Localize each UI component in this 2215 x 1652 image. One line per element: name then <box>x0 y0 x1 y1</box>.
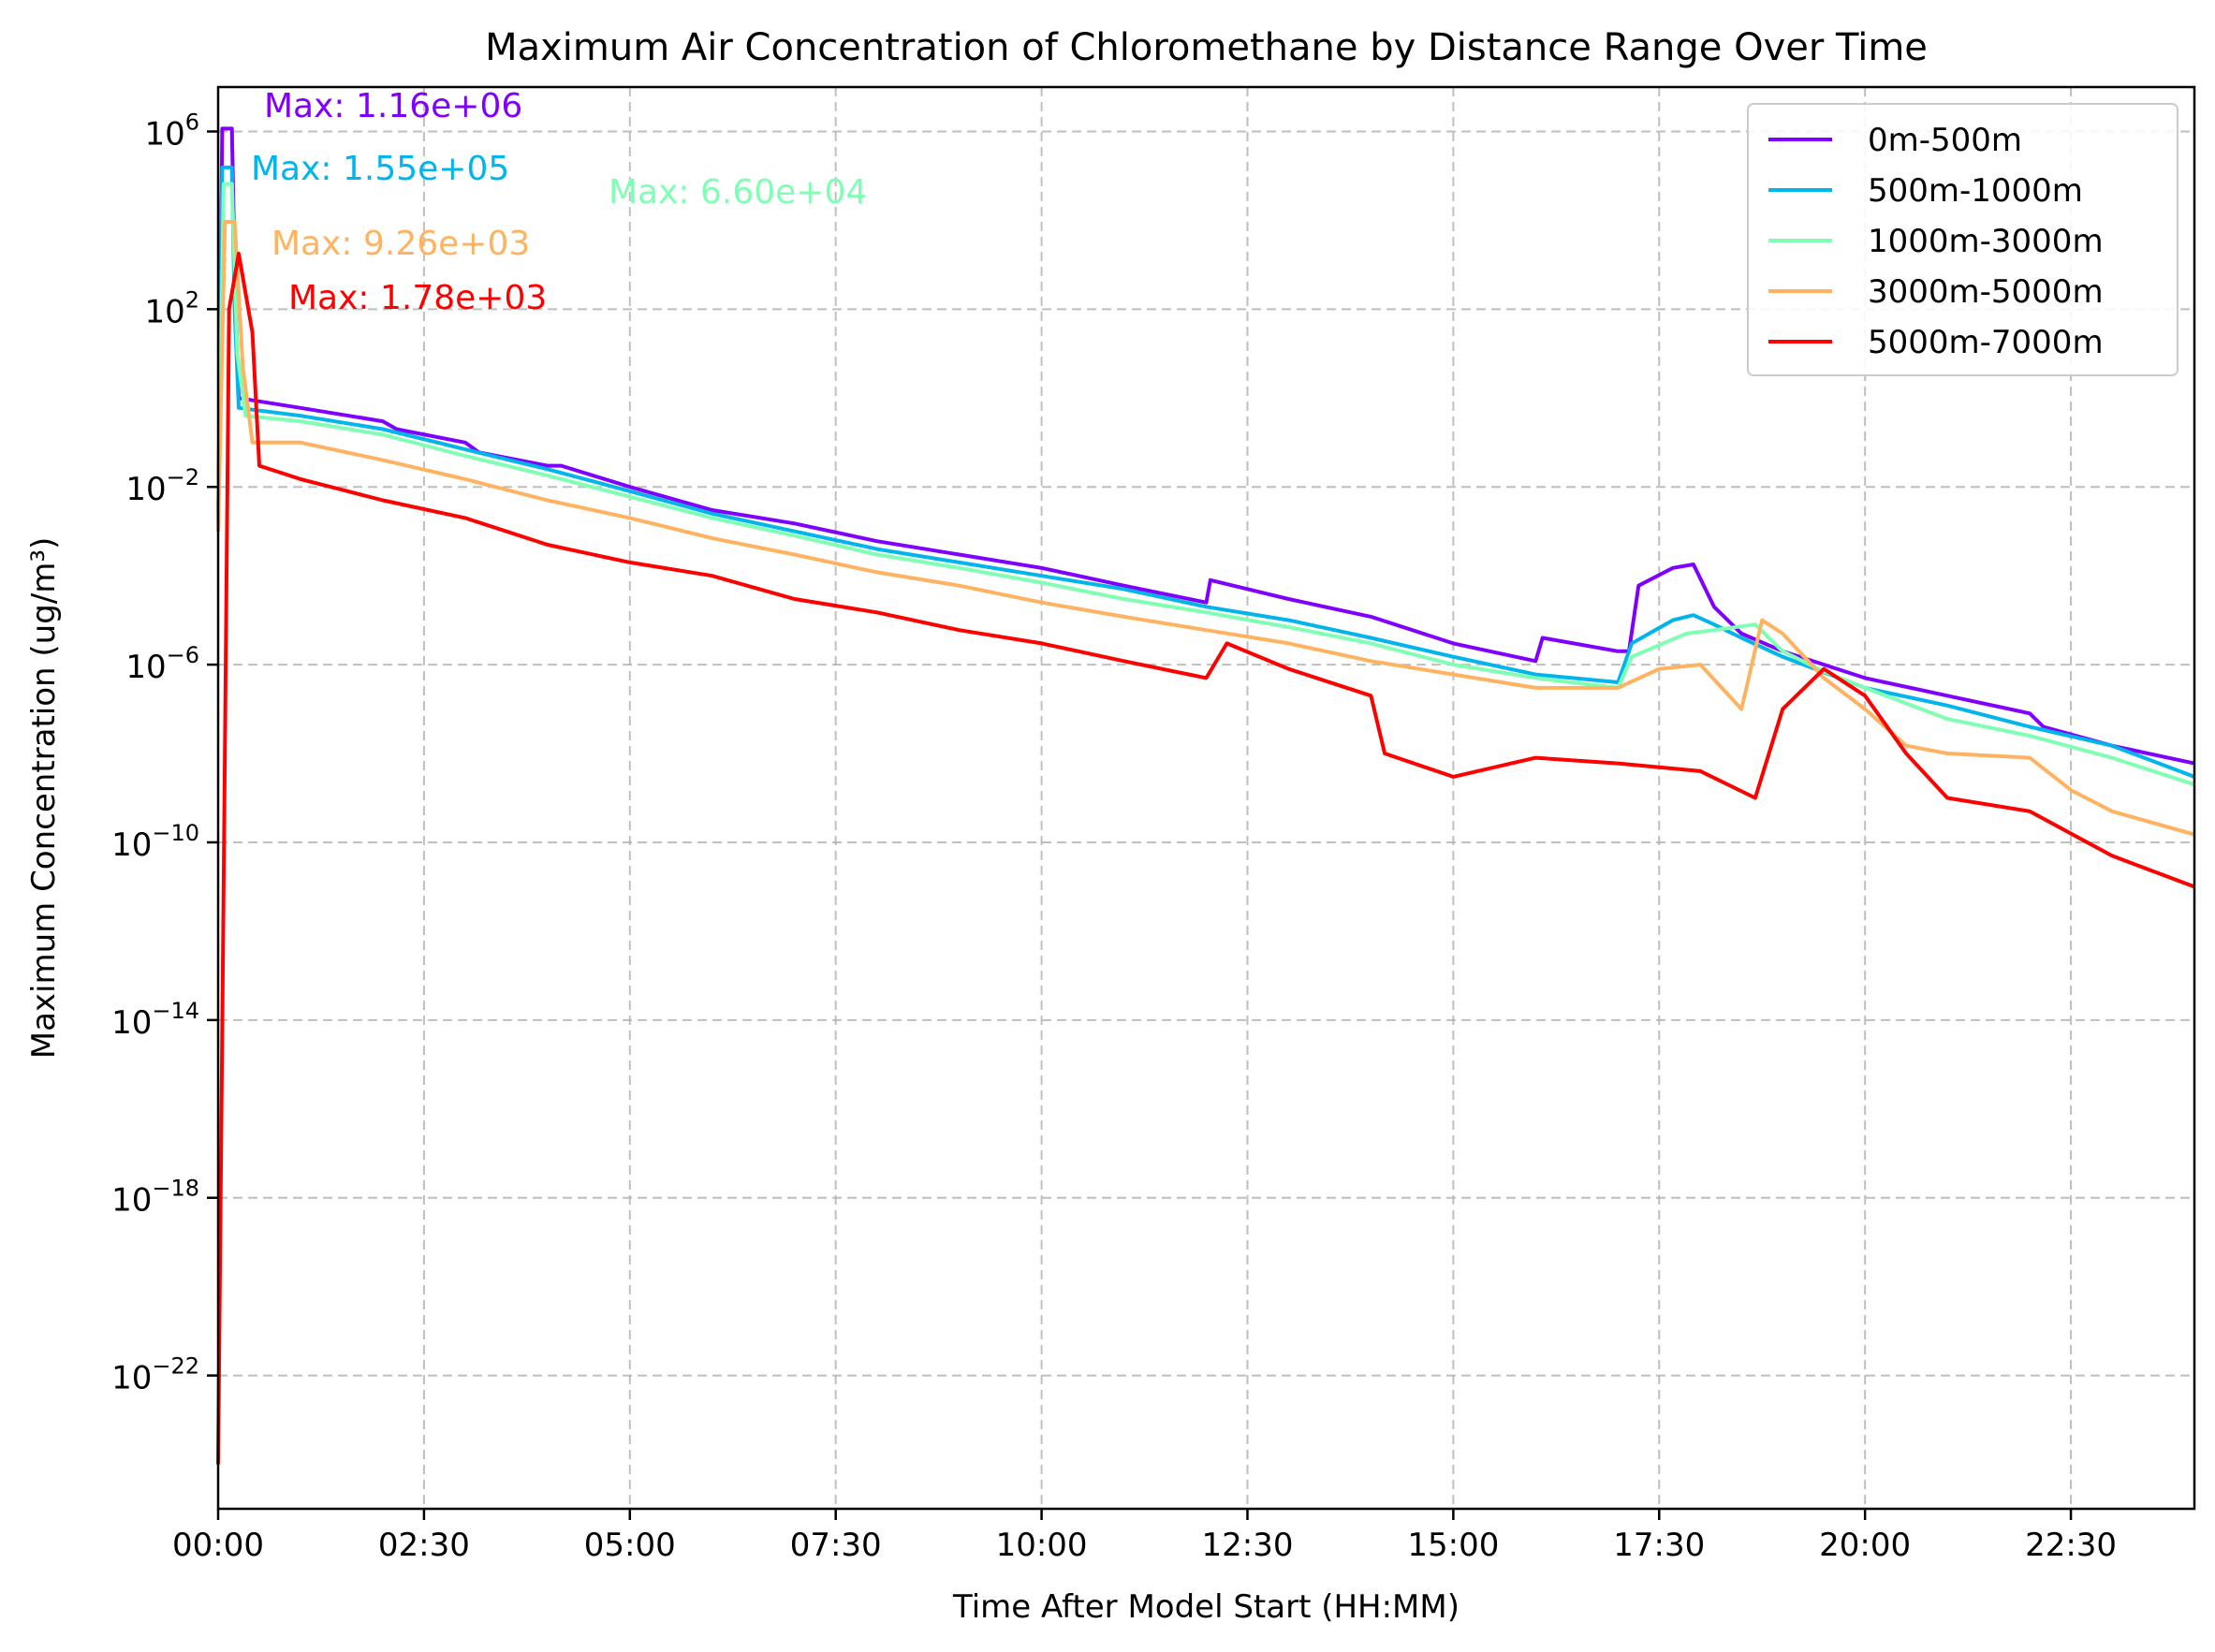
x-axis-ticks: 00:00 02:30 05:00 07:30 10:00 12:30 15:00 17:30… <box>172 1509 2117 1564</box>
max-annotations: Max: 1.16e+06 Max: 1.55e+05 Max: 6.60e+04 M… <box>251 87 867 317</box>
legend[interactable]: 0m-500m 500m-1000m 1000m-3000m 3000m-5000m 5… <box>1747 103 2178 376</box>
x-tick-label: 10:00 <box>996 1527 1088 1564</box>
max-annotation: Max: 9.26e+03 <box>271 225 530 263</box>
max-annotation: Max: 1.16e+06 <box>264 87 522 125</box>
series-line-500m-1000m <box>216 165 2195 779</box>
x-tick-label: 12:30 <box>1201 1527 1293 1564</box>
x-tick-label: 15:00 <box>1407 1527 1499 1564</box>
series-line-0m-500m <box>216 126 2195 766</box>
legend-box <box>1747 103 2178 376</box>
y-axis-label: Maximum Concentration (ug/m³) <box>25 537 63 1060</box>
series-line-3000m-5000m <box>216 220 2195 837</box>
y-tick-label: 10−6 <box>125 642 199 686</box>
max-annotation: Max: 1.55e+05 <box>251 150 509 188</box>
x-tick-label: 22:30 <box>2025 1527 2117 1564</box>
legend-label: 3000m-5000m <box>1868 273 2104 311</box>
x-tick-label: 05:00 <box>584 1527 676 1564</box>
y-tick-label: 10−14 <box>111 998 199 1042</box>
x-tick-label: 00:00 <box>172 1527 264 1564</box>
chart-title: Maximum Air Concentration of Chlorometha… <box>485 26 1928 69</box>
x-tick-label: 02:30 <box>378 1527 470 1564</box>
x-tick-label: 17:30 <box>1613 1527 1705 1564</box>
x-axis-label: Time After Model Start (HH:MM) <box>952 1588 1460 1626</box>
series-lines <box>216 126 2195 1465</box>
legend-label: 500m-1000m <box>1868 172 2083 210</box>
legend-label: 5000m-7000m <box>1868 324 2104 361</box>
legend-label: 0m-500m <box>1868 122 2022 159</box>
y-tick-label: 10−2 <box>125 464 199 508</box>
x-tick-label: 07:30 <box>790 1527 882 1564</box>
y-tick-label: 10−10 <box>111 820 199 864</box>
y-tick-label: 10−18 <box>111 1176 199 1220</box>
y-tick-label: 10−22 <box>111 1353 199 1397</box>
max-annotation: Max: 6.60e+04 <box>609 173 867 212</box>
x-tick-label: 20:00 <box>1819 1527 1911 1564</box>
max-annotation: Max: 1.78e+03 <box>288 279 547 317</box>
y-tick-label: 106 <box>144 109 199 153</box>
y-tick-label: 102 <box>144 286 199 330</box>
y-axis-ticks: 106 102 10−2 10−6 10−10 10−14 10−18 10−22 <box>111 109 218 1397</box>
plot-frame <box>216 85 2196 1511</box>
legend-label: 1000m-3000m <box>1868 223 2104 260</box>
series-line-5000m-7000m <box>216 252 2195 1465</box>
